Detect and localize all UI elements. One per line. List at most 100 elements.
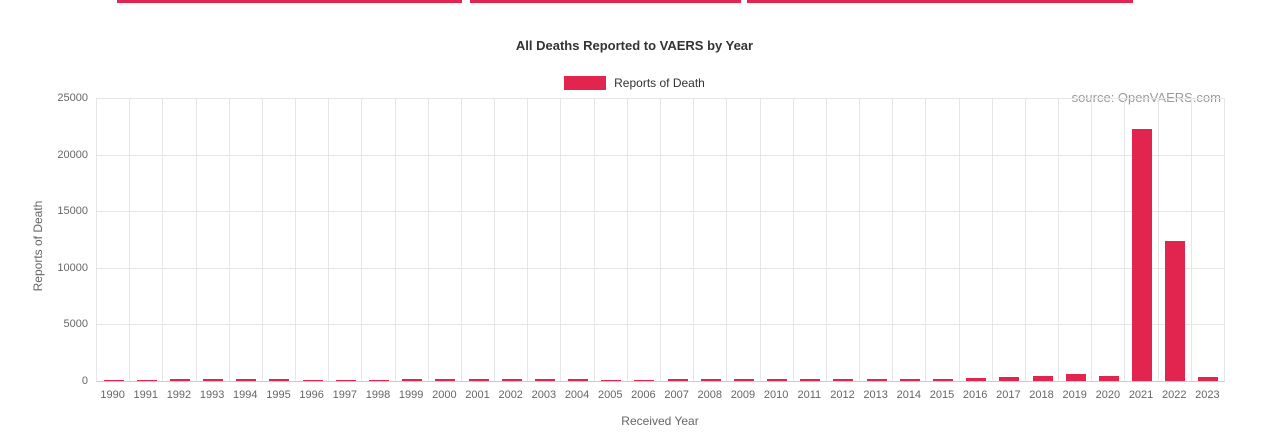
bar-2006[interactable] <box>634 380 655 381</box>
v-gridline <box>1224 98 1225 381</box>
x-tick-label: 2003 <box>531 389 557 401</box>
h-gridline <box>97 98 1225 99</box>
y-tick-label: 15000 <box>57 205 88 218</box>
v-gridline <box>859 98 861 381</box>
v-gridline <box>394 98 396 381</box>
x-tick-label: 2007 <box>664 389 689 401</box>
top-accent-segment <box>117 0 462 3</box>
bar-1993[interactable] <box>203 379 224 381</box>
x-tick-label: 1998 <box>365 389 391 401</box>
v-gridline <box>1124 98 1126 381</box>
bar-1990[interactable] <box>103 380 124 381</box>
bar-1996[interactable] <box>302 380 323 381</box>
bar-2016[interactable] <box>966 378 987 381</box>
v-gridline <box>527 98 529 381</box>
v-gridline <box>726 98 728 381</box>
bar-2020[interactable] <box>1098 376 1119 381</box>
y-tick-label: 25000 <box>57 92 88 104</box>
chart-title: All Deaths Reported to VAERS by Year <box>515 38 754 53</box>
x-tick-label: 2011 <box>797 389 822 401</box>
legend-label: Reports of Death <box>614 76 705 90</box>
bar-2015[interactable] <box>933 379 953 381</box>
plot-area <box>96 98 1225 382</box>
bar-2008[interactable] <box>700 379 721 381</box>
bar-1991[interactable] <box>136 380 157 381</box>
x-tick-label: 1991 <box>133 389 158 401</box>
bar-1992[interactable] <box>169 379 190 381</box>
chart-legend[interactable]: Reports of Death <box>0 76 1269 90</box>
v-gridline <box>195 98 197 381</box>
x-tick-label: 2000 <box>432 389 457 401</box>
v-gridline <box>792 98 794 381</box>
source-credit: source: OpenVAERS.com <box>1071 90 1221 105</box>
v-gridline <box>593 98 595 381</box>
y-axis-title: Reports of Death <box>31 200 45 292</box>
bar-2009[interactable] <box>733 379 754 381</box>
bar-1995[interactable] <box>269 379 290 381</box>
bar-2005[interactable] <box>601 380 622 381</box>
v-gridline <box>626 98 628 381</box>
x-axis-title: Received Year <box>621 414 699 428</box>
bar-2014[interactable] <box>899 379 920 381</box>
x-tick-label: 1995 <box>266 389 291 401</box>
top-accent-segment <box>470 0 741 3</box>
bar-2018[interactable] <box>1032 376 1053 381</box>
v-gridline <box>892 98 894 381</box>
bar-2001[interactable] <box>468 379 489 381</box>
bar-2013[interactable] <box>866 379 887 381</box>
v-gridline <box>759 98 761 381</box>
y-tick-label: 5000 <box>63 318 88 331</box>
bar-2019[interactable] <box>1065 374 1086 381</box>
bar-1994[interactable] <box>236 379 257 381</box>
x-tick-label: 2023 <box>1195 389 1220 401</box>
x-tick-label: 2006 <box>631 389 656 401</box>
v-gridline <box>228 98 230 381</box>
v-gridline <box>991 98 993 381</box>
v-gridline <box>825 98 827 381</box>
v-gridline <box>460 98 462 381</box>
x-tick-label: 2014 <box>896 389 922 401</box>
bar-1999[interactable] <box>402 379 423 381</box>
h-gridline <box>97 154 1225 156</box>
x-tick-label: 2013 <box>863 389 888 401</box>
bar-2007[interactable] <box>667 379 688 381</box>
v-gridline <box>328 98 330 381</box>
bar-2021[interactable] <box>1132 129 1153 381</box>
top-accent-segment <box>747 0 1133 3</box>
x-tick-label: 2008 <box>697 389 722 401</box>
h-gridline <box>97 267 1225 269</box>
bar-2017[interactable] <box>999 377 1020 381</box>
v-gridline <box>693 98 695 381</box>
x-tick-label: 2020 <box>1095 389 1121 401</box>
bar-1997[interactable] <box>335 380 356 381</box>
bar-1998[interactable] <box>369 380 389 381</box>
v-gridline <box>261 98 263 381</box>
x-tick-label: 2010 <box>763 389 789 401</box>
x-tick-label: 2018 <box>1029 389 1054 401</box>
h-gridline <box>97 211 1225 213</box>
bar-2023[interactable] <box>1198 377 1219 381</box>
v-gridline <box>1091 98 1093 381</box>
x-tick-label: 2004 <box>564 389 590 401</box>
bar-2022[interactable] <box>1165 241 1186 381</box>
x-tick-label: 2015 <box>929 389 955 401</box>
v-gridline <box>295 98 297 381</box>
bar-2010[interactable] <box>767 379 788 381</box>
bar-2012[interactable] <box>833 379 854 381</box>
v-gridline <box>1024 98 1026 381</box>
v-gridline <box>560 98 562 381</box>
bar-2004[interactable] <box>568 379 589 381</box>
bar-2002[interactable] <box>501 379 522 381</box>
v-gridline <box>129 98 131 381</box>
x-tick-label: 2009 <box>730 389 756 401</box>
bar-2000[interactable] <box>435 379 456 381</box>
x-tick-label: 1993 <box>199 389 225 401</box>
v-gridline <box>958 98 960 381</box>
v-gridline <box>660 98 661 381</box>
x-tick-label: 2002 <box>498 389 523 401</box>
bar-2011[interactable] <box>800 379 821 381</box>
x-tick-label: 2017 <box>996 389 1021 401</box>
v-gridline <box>1190 98 1192 381</box>
bar-2003[interactable] <box>534 379 555 381</box>
